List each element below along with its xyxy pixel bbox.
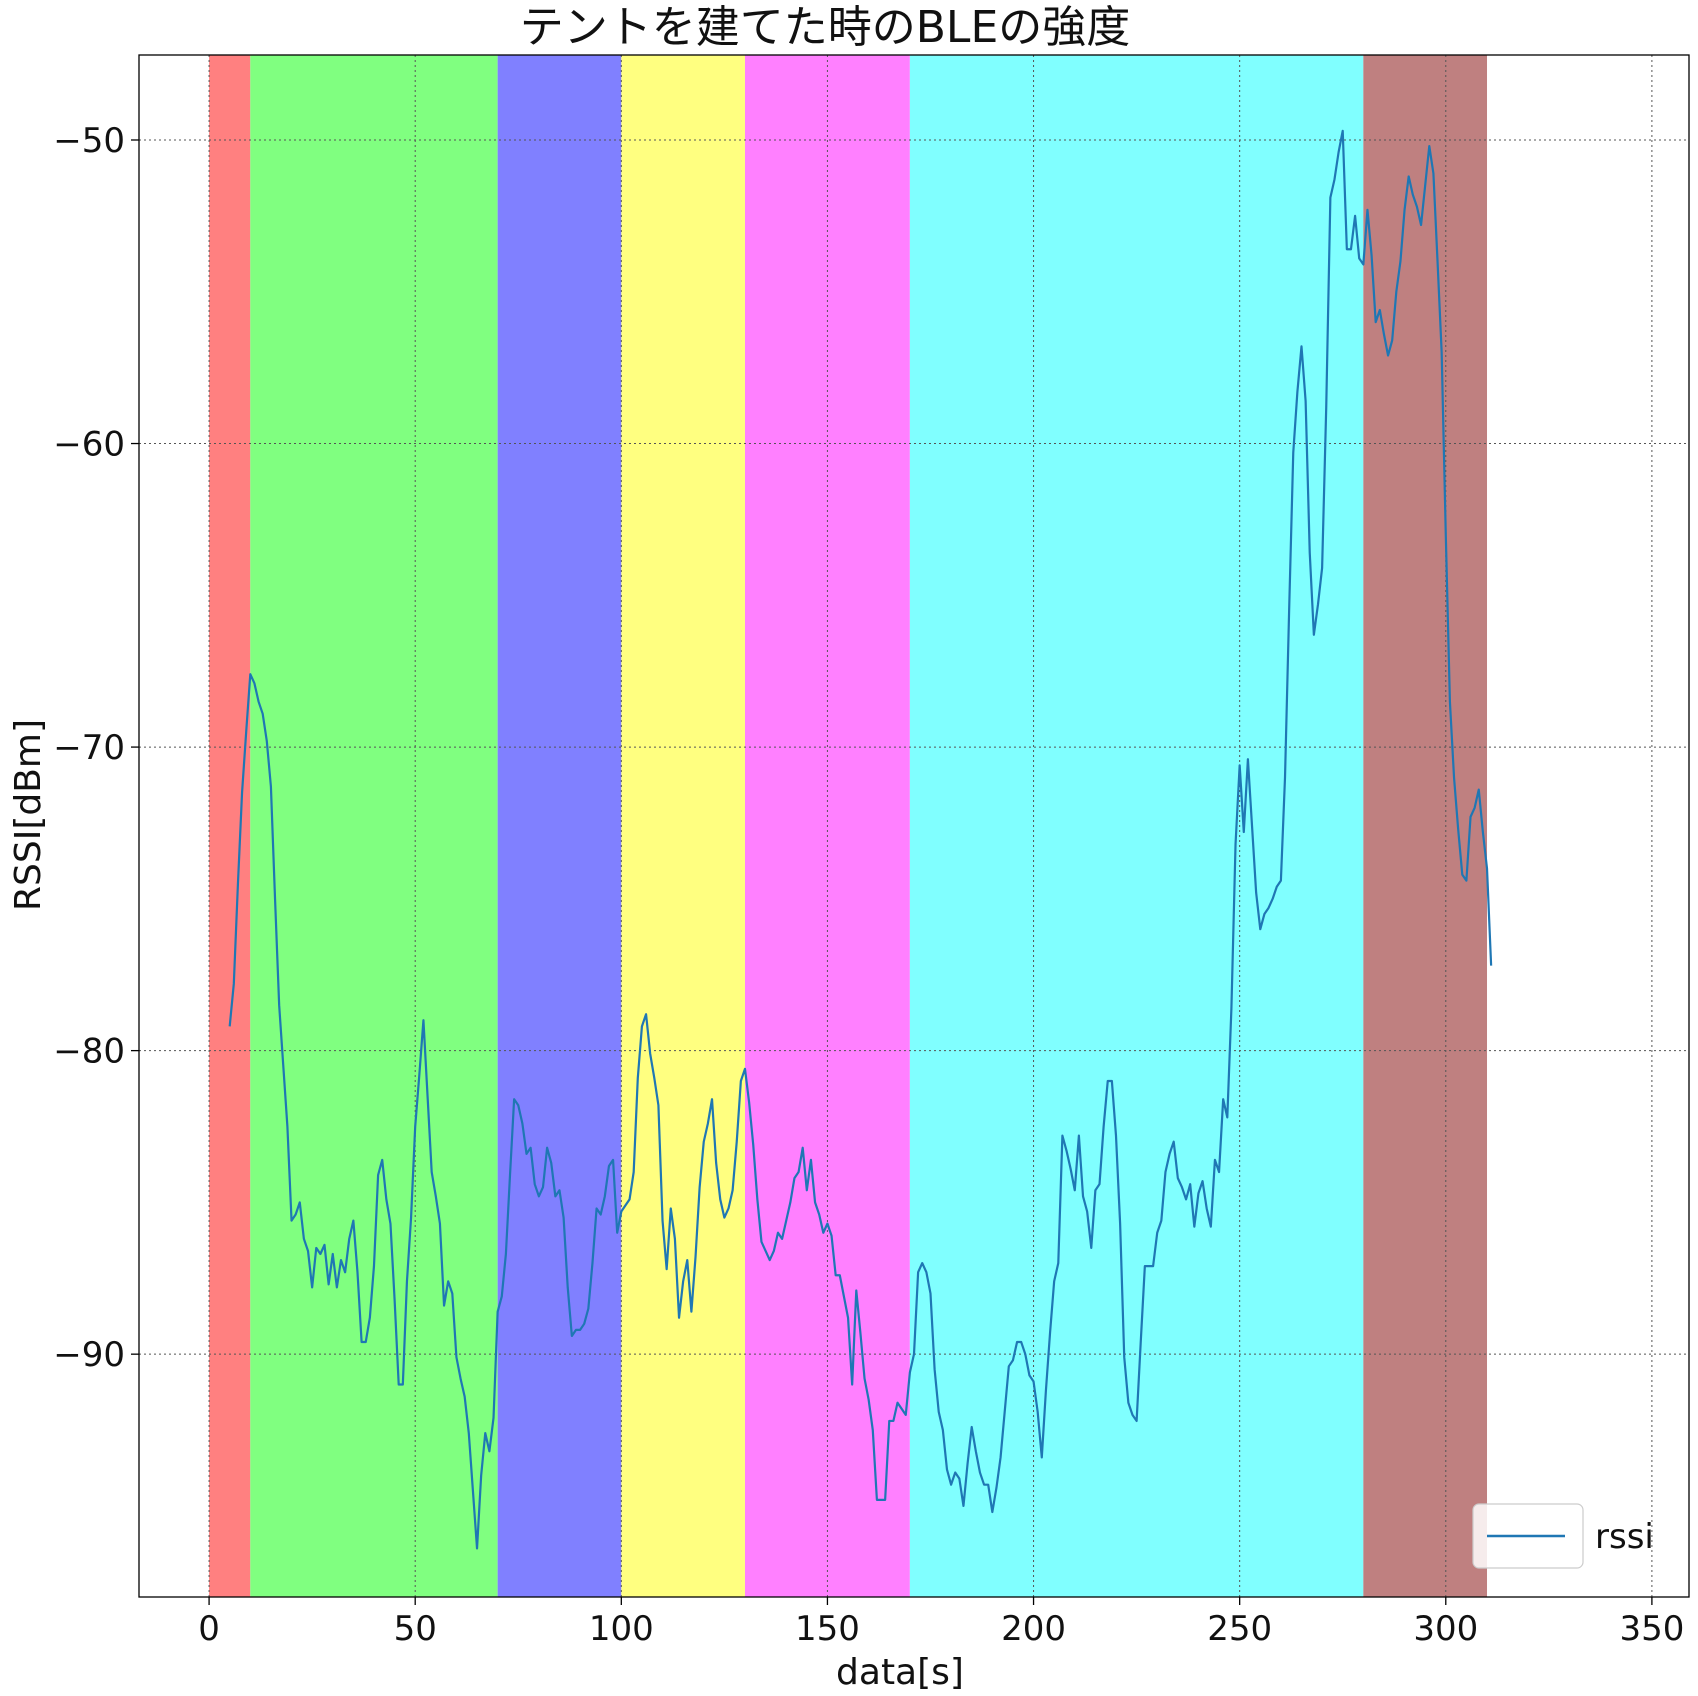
y-axis-label: RSSI[dBm] <box>8 719 49 911</box>
plot-frame <box>138 54 1690 1598</box>
grid-layer <box>139 55 1689 1597</box>
chart-title: テントを建てた時のBLEの強度 <box>520 2 1131 53</box>
phase-band-3 <box>497 55 622 1597</box>
y-tick-label-1: −60 <box>53 425 125 465</box>
x-tick-label-4: 200 <box>1001 1609 1066 1649</box>
x-tick-label-7: 350 <box>1619 1609 1684 1649</box>
phase-band-6 <box>909 55 1364 1597</box>
y-tick-label-2: −70 <box>53 728 125 768</box>
legend: rssi <box>1472 1503 1654 1569</box>
x-tick-label-0: 0 <box>198 1609 220 1649</box>
x-axis-label: data[s] <box>836 1652 964 1693</box>
phase-band-4 <box>621 55 745 1597</box>
y-tick-label-3: −80 <box>53 1032 125 1072</box>
x-tick-label-5: 250 <box>1207 1609 1272 1649</box>
x-tick-label-2: 100 <box>589 1609 654 1649</box>
x-tick-label-6: 300 <box>1413 1609 1478 1649</box>
tick-layer: 0 50 100 150 200 250 300 350 −50 −60 −70 −80 −90 <box>53 121 1684 1649</box>
y-tick-label-0: −50 <box>53 121 125 161</box>
phase-band-2 <box>250 55 498 1597</box>
series-layer <box>228 129 1493 1550</box>
y-tick-label-4: −90 <box>53 1335 125 1375</box>
series-line-rssi <box>228 129 1493 1550</box>
phase-band-7 <box>1363 55 1488 1597</box>
x-tick-label-1: 50 <box>394 1609 437 1649</box>
phase-band-1 <box>209 55 251 1597</box>
legend-label-rssi: rssi <box>1595 1517 1654 1557</box>
phase-band-layer <box>209 55 1488 1597</box>
x-tick-label-3: 150 <box>795 1609 860 1649</box>
